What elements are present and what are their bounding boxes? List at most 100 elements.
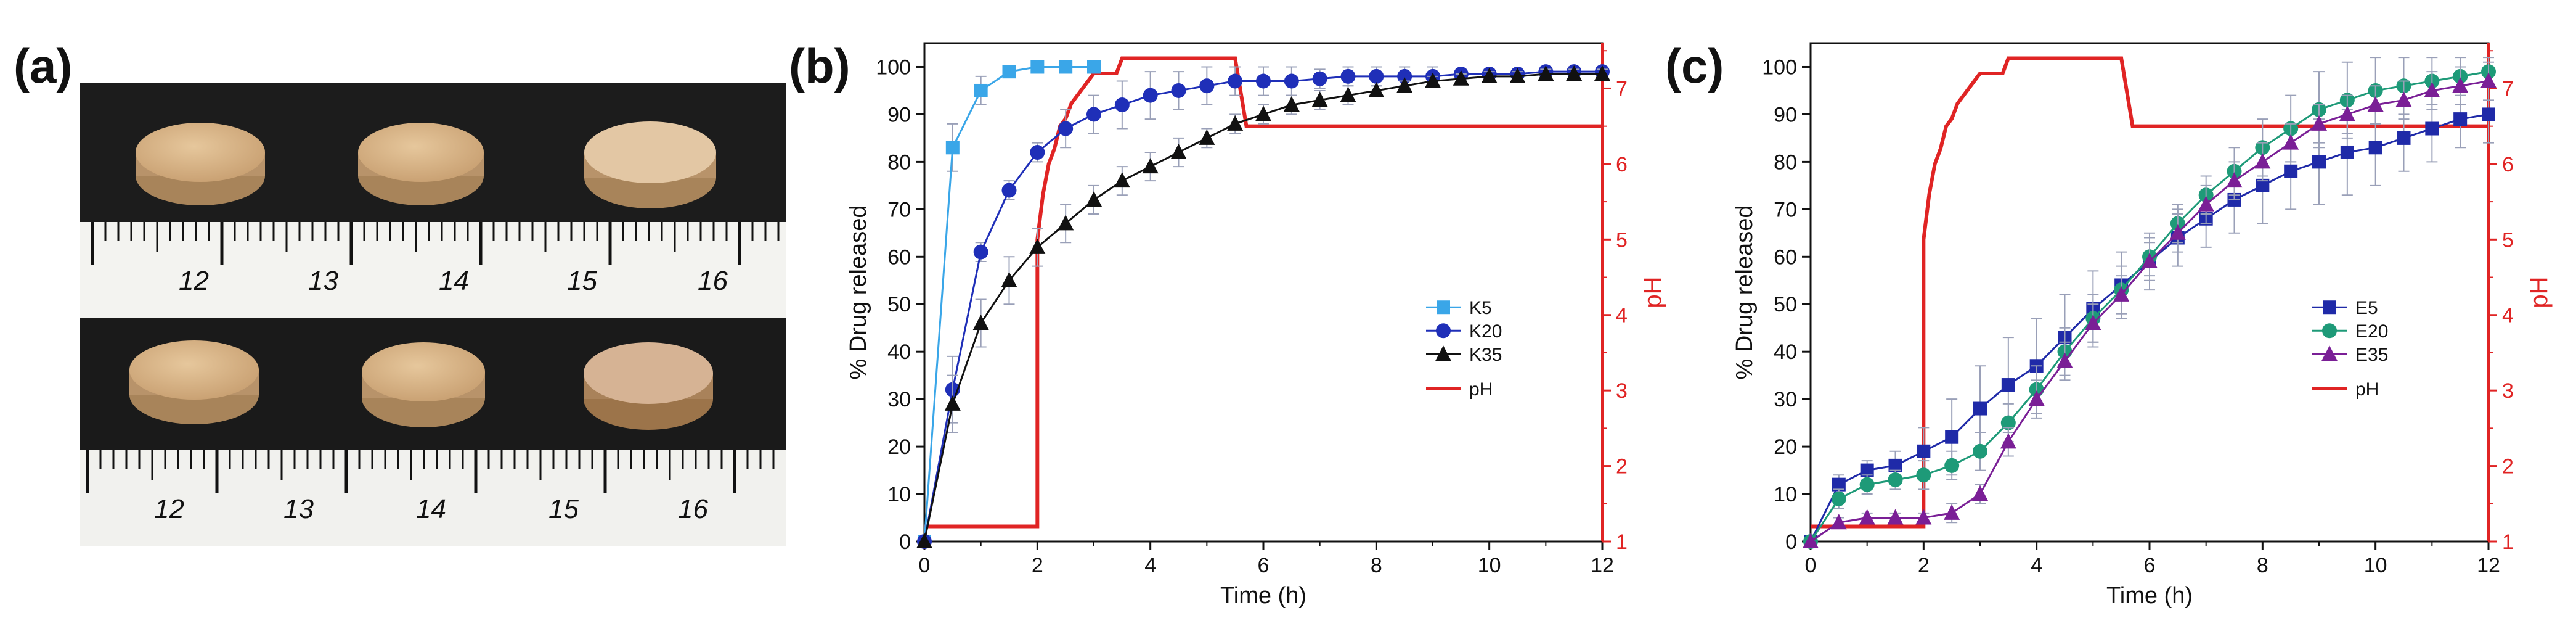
y2-tick-label: 2 — [2502, 455, 2514, 479]
tablet — [362, 342, 485, 427]
data-point-e20 — [1916, 467, 1931, 483]
y-tick-label: 30 — [1774, 388, 1797, 411]
data-point-e5 — [2256, 178, 2270, 192]
y-tick-label: 50 — [1774, 293, 1797, 316]
x-tick-label: 0 — [1805, 554, 1817, 577]
ruler-number: 16 — [678, 494, 708, 524]
data-point-e5 — [1973, 401, 1987, 416]
data-point-k35 — [1311, 91, 1328, 107]
ruler-number: 13 — [308, 266, 338, 296]
y-tick-label: 10 — [1774, 483, 1797, 506]
legend-marker-k35 — [1435, 345, 1451, 361]
data-point-e20 — [1831, 491, 1846, 506]
y-tick-label: 20 — [887, 435, 911, 459]
data-point-e35 — [2452, 77, 2469, 93]
data-point-e5 — [2453, 112, 2468, 126]
data-point-k35 — [1170, 143, 1187, 159]
data-point-e35 — [2028, 390, 2045, 406]
data-point-k35 — [1453, 70, 1469, 86]
legend-label-k20: K20 — [1469, 321, 1502, 342]
series-line-e20 — [1809, 70, 2489, 542]
data-point-e20 — [1859, 477, 1875, 492]
data-point-e35 — [2395, 91, 2412, 107]
legend-label-e5: E5 — [2355, 298, 2378, 318]
y2-tick-label: 7 — [1616, 77, 1628, 101]
data-point-e5 — [2284, 164, 2298, 178]
data-point-k5 — [1030, 60, 1045, 74]
ruler-number: 14 — [439, 266, 469, 296]
data-point-k5 — [945, 141, 960, 155]
data-point-k35 — [1594, 65, 1610, 81]
ruler-number: 15 — [548, 494, 579, 524]
y2-axis-label: pH — [2525, 276, 2553, 308]
y-tick-label: 30 — [887, 388, 911, 411]
data-point-k20 — [1086, 107, 1101, 122]
y2-tick-label: 4 — [2502, 304, 2514, 327]
data-point-k35 — [1029, 238, 1046, 254]
legend-label-ph: pH — [2355, 379, 2379, 400]
data-point-e35 — [2311, 115, 2327, 131]
legend-marker-k5 — [1437, 300, 1450, 315]
data-point-e35 — [2085, 315, 2101, 331]
y2-tick-label: 6 — [2502, 153, 2514, 176]
y2-tick-label: 5 — [1616, 228, 1628, 252]
x-tick-label: 2 — [1918, 554, 1930, 577]
data-point-k5 — [1059, 60, 1073, 74]
data-point-e35 — [2000, 433, 2016, 449]
tablet-photo: 12 13 14 15 16 12 13 14 15 16 — [80, 83, 786, 546]
y-tick-label: 70 — [887, 198, 911, 221]
x-axis-label: Time (h) — [2106, 583, 2193, 609]
ruler-number: 14 — [416, 494, 446, 524]
y-tick-label: 0 — [1785, 530, 1797, 554]
tablet — [358, 123, 484, 205]
y-tick-label: 90 — [1774, 103, 1797, 126]
ph-line — [1811, 56, 2488, 529]
ph-line — [924, 56, 1602, 529]
legend-label-k35: K35 — [1469, 345, 1502, 365]
x-tick-label: 8 — [1371, 554, 1382, 577]
y2-tick-label: 4 — [1616, 304, 1628, 327]
tablet — [136, 123, 265, 205]
data-point-e5 — [2397, 131, 2411, 145]
x-tick-label: 10 — [2364, 554, 2387, 577]
data-point-k35 — [1481, 67, 1498, 83]
ruler-ticks-top — [91, 222, 780, 265]
data-point-k35 — [1001, 271, 1017, 287]
tablet — [129, 340, 259, 424]
data-point-e35 — [1887, 509, 1904, 525]
data-point-e35 — [2226, 172, 2243, 188]
data-point-e5 — [2340, 145, 2354, 159]
y-tick-label: 20 — [1774, 435, 1797, 459]
data-point-e35 — [1972, 485, 1988, 501]
y2-tick-label: 2 — [1616, 455, 1628, 479]
legend-label-k5: K5 — [1469, 298, 1492, 318]
ruler-number: 16 — [698, 266, 728, 296]
data-point-k35 — [1368, 81, 1385, 97]
data-point-e5 — [1860, 463, 1874, 477]
data-point-k35 — [972, 315, 989, 331]
data-point-k20 — [1030, 144, 1045, 160]
data-point-k35 — [1114, 172, 1130, 188]
data-point-k35 — [1538, 65, 1554, 81]
y-tick-label: 80 — [1774, 150, 1797, 174]
x-tick-label: 10 — [1478, 554, 1501, 577]
y-tick-label: 100 — [876, 56, 911, 79]
legend-label-e20: E20 — [2355, 321, 2388, 342]
data-point-k20 — [1114, 97, 1130, 113]
data-point-k35 — [1283, 96, 1300, 112]
x-tick-label: 2 — [1032, 554, 1043, 577]
x-tick-label: 12 — [2477, 554, 2500, 577]
data-point-e35 — [2367, 96, 2384, 112]
data-point-k35 — [1340, 86, 1356, 102]
y2-tick-label: 7 — [2502, 77, 2514, 101]
data-point-k35 — [944, 395, 961, 411]
data-point-e35 — [2056, 352, 2073, 368]
data-point-e5 — [2312, 155, 2326, 169]
y-tick-label: 10 — [887, 483, 911, 506]
data-point-e35 — [2198, 196, 2214, 212]
data-point-e35 — [1803, 533, 1819, 548]
data-point-e5 — [2482, 107, 2495, 121]
data-point-k20 — [1369, 68, 1384, 84]
legend-marker-k20 — [1436, 323, 1451, 339]
